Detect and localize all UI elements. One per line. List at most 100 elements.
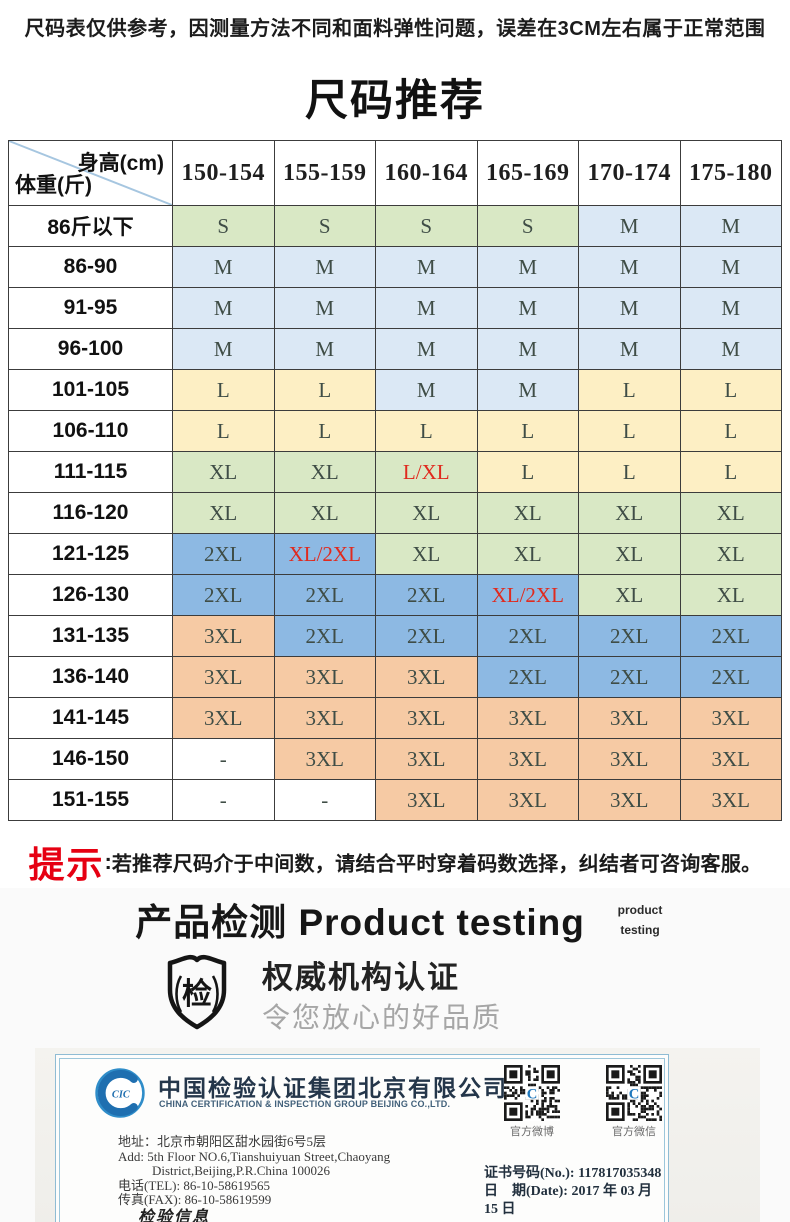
size-cell: XL/2XL (273, 533, 376, 575)
address-cn: 地址：北京市朝阳区甜水园街6号5层 (118, 1134, 327, 1149)
table-row: 121-125 2XL XL/2XL XL XL XL XL (8, 533, 782, 575)
size-cell: 2XL (273, 574, 376, 616)
size-cell: 2XL (679, 656, 782, 698)
size-cell: 3XL (375, 738, 478, 780)
address-en-line2: District,Beijing,P.R.China 100026 (152, 1163, 331, 1178)
size-cell: 3XL (273, 697, 376, 739)
size-cell: XL (172, 451, 275, 493)
tip-text: 若推荐尺码介于中间数，请结合平时穿着码数选择，纠结者可咨询客服。 (111, 853, 762, 876)
tip-label: 提示 (28, 844, 105, 885)
size-cell: L (679, 369, 782, 411)
size-cell: 3XL (679, 779, 782, 821)
certificate-date: 日 期(Date): 2017 年 03 月 15 日 (484, 1184, 652, 1217)
size-cell: L (273, 410, 376, 452)
row-label-weight: 106-110 (8, 410, 173, 452)
size-cell: 2XL (679, 615, 782, 657)
table-row: 136-140 3XL 3XL 3XL 2XL 2XL 2XL (8, 656, 782, 698)
size-cell: 2XL (375, 574, 478, 616)
table-row: 116-120 XL XL XL XL XL XL (8, 492, 782, 534)
row-label-weight: 86-90 (8, 246, 173, 288)
size-cell: XL (679, 574, 782, 616)
row-label-weight: 131-135 (8, 615, 173, 657)
side-note-line1: product (617, 903, 663, 917)
size-cell: XL/2XL (476, 574, 579, 616)
diagonal-divider-line (9, 141, 172, 205)
column-header-height-1: 155-159 (273, 140, 376, 206)
size-cell: M (375, 287, 478, 329)
size-cell: M (578, 287, 681, 329)
row-label-weight: 126-130 (8, 574, 173, 616)
table-row: 86斤以下 S S S S M M (8, 205, 782, 247)
size-cell: L (578, 369, 681, 411)
wechat-qr-caption: 官方微信 (612, 1126, 656, 1138)
inspection-info-title: 检验信息 (138, 1209, 211, 1222)
size-cell: M (476, 287, 579, 329)
row-label-weight: 86斤以下 (8, 205, 173, 247)
size-cell: 2XL (172, 574, 275, 616)
size-cell: 3XL (375, 779, 478, 821)
size-cell: 3XL (375, 656, 478, 698)
size-cell: XL (578, 574, 681, 616)
size-cell: L/XL (375, 451, 478, 493)
size-cell: M (679, 205, 782, 247)
row-label-weight: 101-105 (8, 369, 173, 411)
size-cell: L (273, 369, 376, 411)
size-cell: XL (476, 533, 579, 575)
inspection-shield-icon: 检 (166, 950, 228, 1040)
size-cell: XL (679, 492, 782, 534)
height-axis-label: 身高(cm) (77, 152, 164, 175)
size-cell: M (476, 369, 579, 411)
size-cell: L (172, 369, 275, 411)
size-cell: M (172, 246, 275, 288)
size-cell: XL (172, 492, 275, 534)
size-cell: 3XL (476, 779, 579, 821)
column-header-height-3: 165-169 (476, 140, 579, 206)
size-cell: M (679, 287, 782, 329)
size-cell: M (476, 246, 579, 288)
size-disclaimer-text: 尺码表仅供参考，因测量方法不同和面料弹性问题，误差在3CM左右属于正常范围 (24, 18, 766, 40)
size-cell: L (476, 451, 579, 493)
address-en-line1: Add: 5th Floor NO.6,Tianshuiyuan Street,… (118, 1148, 391, 1164)
size-cell: M (578, 328, 681, 370)
size-cell: XL (578, 492, 681, 534)
size-cell: 2XL (273, 615, 376, 657)
row-label-weight: 141-145 (8, 697, 173, 739)
table-row: 106-110 L L L L L L (8, 410, 782, 452)
size-cell: M (476, 328, 579, 370)
size-cell: M (273, 328, 376, 370)
size-cell: M (375, 246, 478, 288)
row-label-weight: 91-95 (8, 287, 173, 329)
table-corner-cell: 身高(cm) 体重(斤) (8, 140, 173, 206)
svg-text:C: C (629, 1087, 640, 1103)
size-cell: L (172, 410, 275, 452)
size-cell: 2XL (578, 656, 681, 698)
size-cell: S (375, 205, 478, 247)
certificate-number-block: 证书号码(No.): 117817035348 日 期(Date): 2017 … (484, 1165, 668, 1219)
certificate-company-name-en: CHINA CERTIFICATION & INSPECTION GROUP B… (159, 1099, 451, 1109)
size-cell: - (172, 779, 275, 821)
row-label-weight: 96-100 (8, 328, 173, 370)
size-cell: M (172, 287, 275, 329)
size-cell: XL (476, 492, 579, 534)
table-row: 141-145 3XL 3XL 3XL 3XL 3XL 3XL (8, 697, 782, 739)
certificate-frame: CIC 中国检验认证集团北京有限公司 CHINA CERTIFICATION &… (55, 1054, 669, 1222)
size-cell: M (172, 328, 275, 370)
product-testing-section: 产品检测 Product testing product testing 检 权… (0, 888, 790, 1222)
weibo-qr-caption: 官方微博 (510, 1126, 554, 1138)
row-label-weight: 136-140 (8, 656, 173, 698)
column-header-height-0: 150-154 (172, 140, 275, 206)
size-cell: 3XL (476, 697, 579, 739)
size-cell: S (476, 205, 579, 247)
tip-colon: : (104, 849, 112, 874)
table-row: 101-105 L L M M L L (8, 369, 782, 411)
row-label-weight: 111-115 (8, 451, 173, 493)
weight-axis-label: 体重(斤) (15, 174, 92, 197)
size-cell: 3XL (172, 697, 275, 739)
size-cell: M (578, 205, 681, 247)
size-cell: 3XL (578, 779, 681, 821)
ccic-logo: CIC (94, 1067, 146, 1119)
size-cell: 3XL (578, 697, 681, 739)
table-row: 151-155- -3XL 3XL 3XL 3XL (8, 779, 782, 821)
size-cell: 3XL (172, 615, 275, 657)
